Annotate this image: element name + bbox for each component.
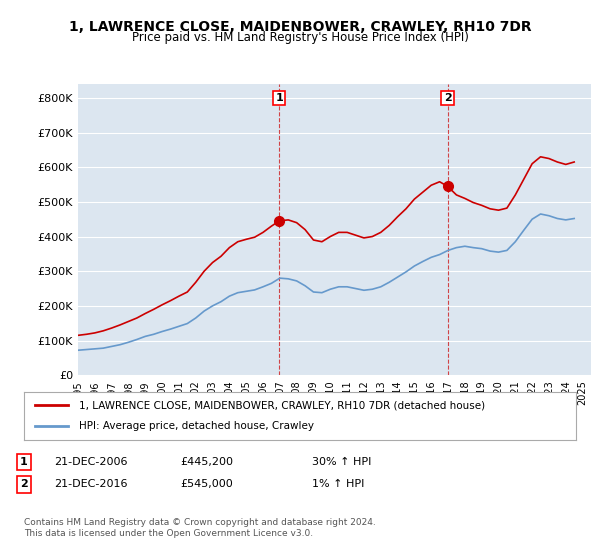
- Text: 1: 1: [20, 457, 28, 467]
- Text: Contains HM Land Registry data © Crown copyright and database right 2024.
This d: Contains HM Land Registry data © Crown c…: [24, 518, 376, 538]
- Text: 1, LAWRENCE CLOSE, MAIDENBOWER, CRAWLEY, RH10 7DR (detached house): 1, LAWRENCE CLOSE, MAIDENBOWER, CRAWLEY,…: [79, 400, 485, 410]
- Text: £545,000: £545,000: [180, 479, 233, 489]
- Text: Price paid vs. HM Land Registry's House Price Index (HPI): Price paid vs. HM Land Registry's House …: [131, 31, 469, 44]
- Text: 1, LAWRENCE CLOSE, MAIDENBOWER, CRAWLEY, RH10 7DR: 1, LAWRENCE CLOSE, MAIDENBOWER, CRAWLEY,…: [68, 20, 532, 34]
- Text: 2: 2: [443, 93, 451, 102]
- Text: 1: 1: [275, 93, 283, 102]
- Text: 2: 2: [20, 479, 28, 489]
- Text: 30% ↑ HPI: 30% ↑ HPI: [312, 457, 371, 467]
- Text: 21-DEC-2016: 21-DEC-2016: [54, 479, 128, 489]
- Text: 1% ↑ HPI: 1% ↑ HPI: [312, 479, 364, 489]
- Text: HPI: Average price, detached house, Crawley: HPI: Average price, detached house, Craw…: [79, 421, 314, 431]
- Text: £445,200: £445,200: [180, 457, 233, 467]
- Text: 21-DEC-2006: 21-DEC-2006: [54, 457, 128, 467]
